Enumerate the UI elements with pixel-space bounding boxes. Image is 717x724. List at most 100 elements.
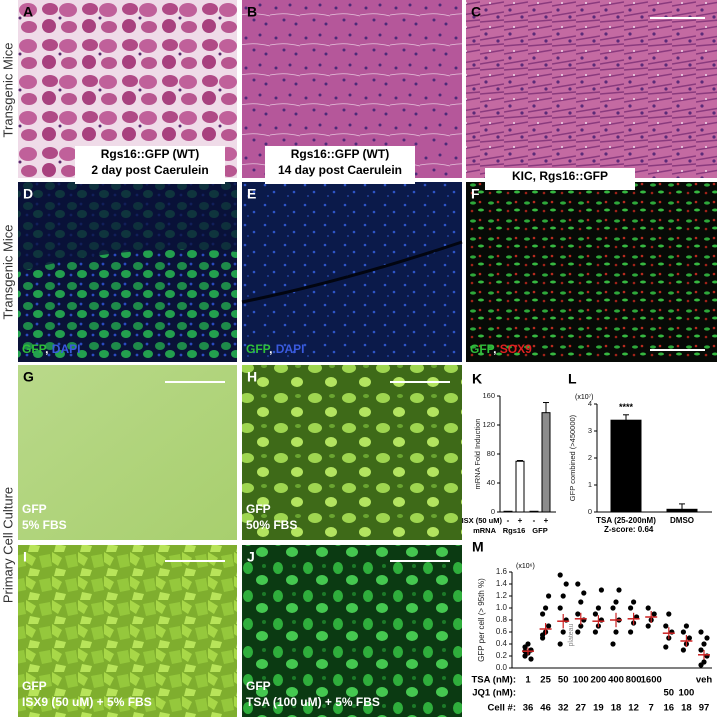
panel-letter: J <box>247 549 255 565</box>
caption: 2 day post Caerulein <box>91 163 208 177</box>
y-tick-label: 0 <box>588 507 592 516</box>
x-tick-label: + <box>544 516 549 525</box>
tissue-crack <box>241 240 463 304</box>
point <box>701 659 707 665</box>
point <box>578 623 584 629</box>
point <box>698 629 704 635</box>
cell-count: 16 <box>664 703 675 714</box>
bar <box>541 412 551 513</box>
panel-letter: I <box>23 549 27 565</box>
y-tick-label: 1.0 <box>496 603 508 612</box>
condition-label: GFP <box>246 502 271 516</box>
point <box>628 629 634 635</box>
caption: KIC, Rgs16::GFP <box>512 169 608 183</box>
point <box>598 587 605 593</box>
point <box>666 611 672 617</box>
point <box>560 629 566 635</box>
stain-label: GFP, SOX9 <box>470 342 532 356</box>
x-tick-label: + <box>518 516 523 525</box>
y-tick-label: 1.6 <box>496 567 508 576</box>
point <box>651 611 657 617</box>
micrograph <box>18 545 237 717</box>
cell-count: 36 <box>523 703 534 714</box>
multiplier: (x10⁷) <box>575 394 593 401</box>
point <box>575 629 581 635</box>
stain-word: GFP <box>22 342 47 356</box>
point <box>540 611 546 617</box>
y-tick-label: 0.6 <box>496 627 508 636</box>
point <box>680 647 687 653</box>
y-tick-label: 3 <box>588 426 592 435</box>
y-tick-label: 1 <box>588 480 592 489</box>
y-tick-label: 160 <box>482 391 495 400</box>
caption: Rgs16::GFP (WT) <box>291 147 389 161</box>
point <box>698 647 704 653</box>
micrograph <box>466 0 717 178</box>
cell-count: 12 <box>628 703 639 714</box>
point <box>686 635 693 641</box>
multiplier: (x10⁶) <box>516 563 535 570</box>
condition-label: TSA (100 uM) + 5% FBS <box>246 695 380 709</box>
tsa-label: 1600 <box>641 675 662 686</box>
point <box>525 641 531 647</box>
bar <box>666 508 698 513</box>
micrograph <box>242 545 462 717</box>
stain-word: , <box>45 342 52 356</box>
panel-letter: B <box>247 4 257 20</box>
panel-letter: M <box>472 539 484 555</box>
row-label: mRNA <box>473 526 497 535</box>
condition-label: ISX9 (50 uM) + 5% FBS <box>22 695 152 709</box>
cell-count: 18 <box>681 703 692 714</box>
row-label: TSA (nM): <box>472 675 517 686</box>
bar <box>515 460 525 513</box>
panel-letter: C <box>471 4 481 20</box>
point <box>592 629 599 635</box>
y-tick-label: 2 <box>588 453 592 462</box>
panel-letter: E <box>247 186 256 202</box>
point <box>578 599 584 605</box>
caption-box <box>485 168 635 190</box>
jq1-label: 50 <box>664 688 675 699</box>
point <box>560 593 566 599</box>
tsa-label: 25 <box>540 675 551 686</box>
y-tick-label: 0 <box>491 507 495 516</box>
point <box>595 605 602 611</box>
scale-bars <box>165 17 705 562</box>
point <box>546 593 552 599</box>
panel-letter: G <box>23 369 34 385</box>
note: Z-score: 0.64 <box>604 525 654 534</box>
point <box>631 599 637 605</box>
tsa-label: 400 <box>608 675 624 686</box>
y-tick-label: 1.2 <box>496 591 508 600</box>
row-label: Primary Cell Culture <box>0 487 15 603</box>
panel-letter: D <box>23 186 33 202</box>
point <box>701 641 707 647</box>
point <box>546 623 552 629</box>
point <box>557 605 563 611</box>
stain-word: SOX9 <box>500 342 532 356</box>
group-label: GFP <box>532 526 547 535</box>
tsa-label: 800 <box>626 675 642 686</box>
y-tick-label: 40 <box>487 478 495 487</box>
significance: **** <box>619 402 634 412</box>
tsa-label: veh <box>696 675 713 686</box>
panel-letter: K <box>472 371 482 387</box>
cell-count: 97 <box>699 703 710 714</box>
point <box>616 587 622 593</box>
stain-word: DAPI <box>276 342 305 356</box>
y-axis-label: GFP combined (>450000) <box>568 414 577 501</box>
y-axis-label: GFP per cell (> 95th %) <box>477 578 486 662</box>
point <box>557 641 563 647</box>
micrograph <box>242 365 462 540</box>
y-tick-label: 120 <box>482 420 495 429</box>
x-tick-label: - <box>533 516 536 525</box>
point <box>557 572 563 578</box>
bar <box>503 510 513 513</box>
stain-label: GFP, DAPI <box>22 342 80 356</box>
micrograph <box>18 365 237 540</box>
y-tick-label: 0.8 <box>496 615 508 624</box>
condition-label: GFP <box>22 679 47 693</box>
point <box>628 605 634 611</box>
cell-count: 18 <box>611 703 622 714</box>
